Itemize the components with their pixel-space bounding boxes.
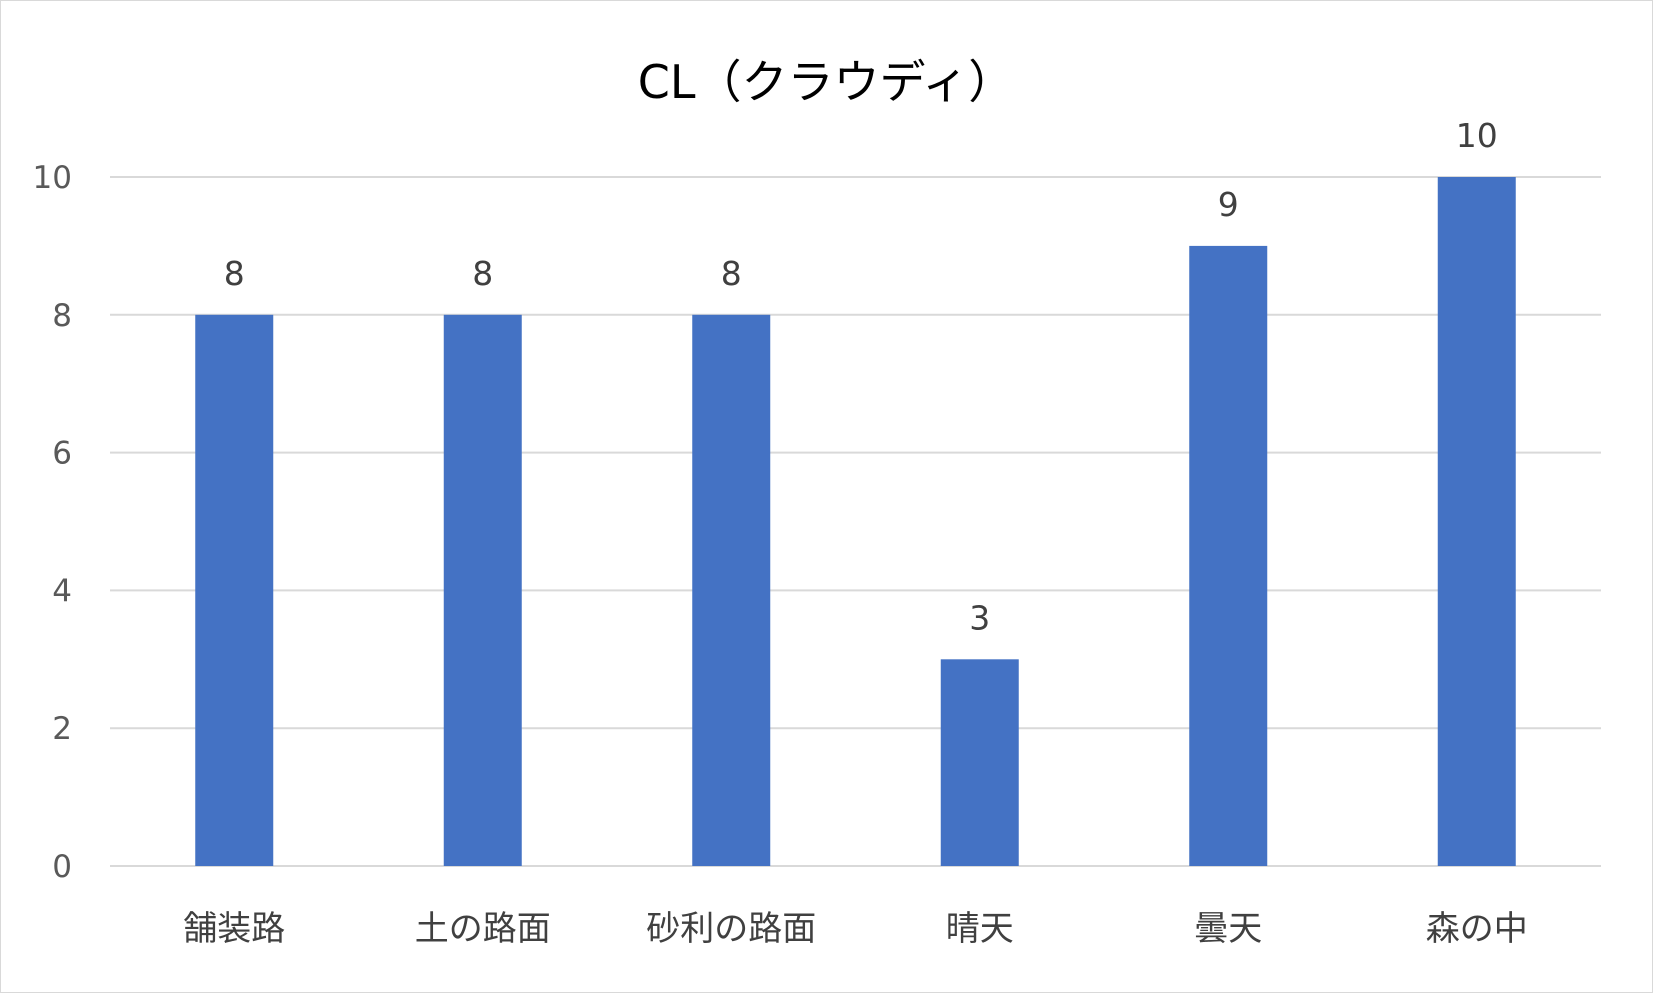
x-category-label: 砂利の路面 (646, 909, 816, 949)
y-tick-label: 10 (33, 160, 72, 196)
y-tick-label: 0 (52, 849, 72, 885)
bar (692, 314, 771, 866)
data-labels: 8 8 8 3 9 10 (224, 116, 1498, 637)
x-category-label: 曇天 (1194, 909, 1262, 949)
y-tick-label: 8 (52, 298, 72, 334)
data-label: 8 (224, 254, 245, 293)
y-tick-label: 2 (52, 711, 72, 747)
y-tick-label: 6 (52, 436, 72, 472)
bars (195, 177, 1516, 866)
bar (443, 314, 522, 866)
bar (195, 314, 274, 866)
x-axis-categories: 舗装路 土の路面 砂利の路面 晴天 曇天 森の中 (183, 909, 1528, 949)
x-category-label: 晴天 (946, 909, 1014, 949)
x-category-label: 舗装路 (183, 909, 285, 949)
y-axis-ticks: 0 2 4 6 8 10 (33, 160, 72, 885)
bar (1437, 177, 1516, 866)
bar (940, 659, 1019, 866)
data-label: 9 (1218, 185, 1239, 224)
data-label: 8 (721, 254, 742, 293)
data-label: 10 (1456, 116, 1498, 155)
grid-lines (110, 176, 1601, 867)
chart-title: CL（クラウディ） (638, 55, 1015, 109)
x-category-label: 土の路面 (415, 909, 551, 949)
bar (1189, 245, 1268, 866)
data-label: 8 (472, 254, 493, 293)
y-tick-label: 4 (52, 573, 72, 609)
data-label: 3 (969, 598, 990, 637)
x-category-label: 森の中 (1426, 909, 1528, 949)
